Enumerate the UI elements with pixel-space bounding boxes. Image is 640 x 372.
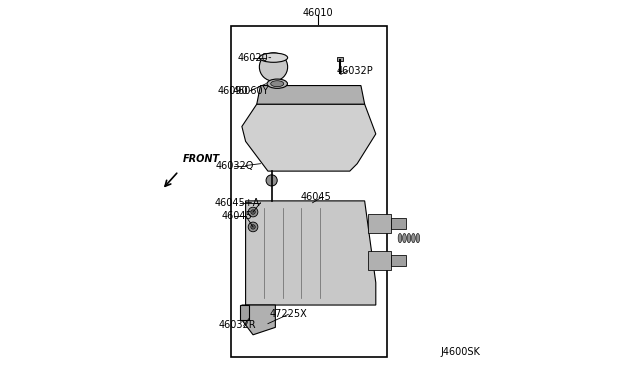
Text: 46045: 46045 xyxy=(222,211,253,221)
Polygon shape xyxy=(246,201,376,305)
Bar xyxy=(369,251,390,270)
Text: 46032Q: 46032Q xyxy=(215,161,253,170)
Ellipse shape xyxy=(398,234,402,243)
Bar xyxy=(369,214,390,232)
Bar xyxy=(390,255,406,266)
Polygon shape xyxy=(240,305,250,320)
Ellipse shape xyxy=(259,53,287,62)
Text: J4600SK: J4600SK xyxy=(440,347,480,357)
Text: 46010: 46010 xyxy=(303,8,333,18)
Text: 46045: 46045 xyxy=(301,192,332,202)
Text: 46032P: 46032P xyxy=(337,66,374,76)
Polygon shape xyxy=(242,305,275,335)
Circle shape xyxy=(251,210,255,214)
Circle shape xyxy=(248,207,258,217)
Text: 46090: 46090 xyxy=(217,86,248,96)
Ellipse shape xyxy=(407,234,411,243)
Ellipse shape xyxy=(403,234,406,243)
Text: 46020: 46020 xyxy=(237,53,268,62)
Polygon shape xyxy=(257,86,365,104)
Bar xyxy=(337,57,344,61)
Text: FRONT: FRONT xyxy=(182,154,220,164)
Polygon shape xyxy=(242,104,376,171)
Circle shape xyxy=(248,222,258,232)
Ellipse shape xyxy=(267,79,287,89)
Text: 46060Y: 46060Y xyxy=(233,86,269,96)
Bar xyxy=(231,26,387,357)
Text: 46032R: 46032R xyxy=(219,321,256,330)
Circle shape xyxy=(266,175,277,186)
Circle shape xyxy=(259,53,287,81)
Ellipse shape xyxy=(271,81,284,87)
Text: 46045+A: 46045+A xyxy=(215,198,260,208)
Circle shape xyxy=(251,225,255,229)
Bar xyxy=(390,218,406,229)
Ellipse shape xyxy=(412,234,415,243)
Text: 47225X: 47225X xyxy=(269,310,307,319)
Ellipse shape xyxy=(416,234,420,243)
